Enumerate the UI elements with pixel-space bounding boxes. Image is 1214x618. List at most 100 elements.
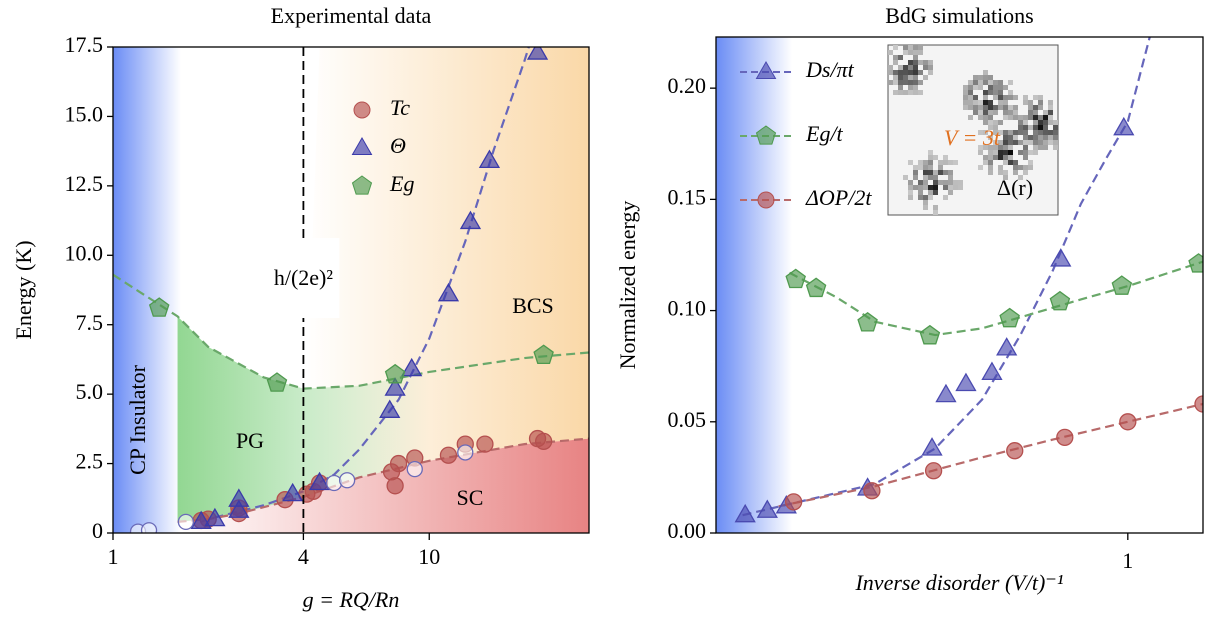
inset-pixel [918, 185, 923, 190]
inset-pixel [903, 65, 908, 70]
inset-pixel [993, 130, 998, 135]
plot-area [716, 37, 1203, 533]
inset-pixel [993, 110, 998, 115]
point [384, 377, 406, 396]
point [384, 363, 406, 384]
inset-pixel [918, 45, 923, 50]
inset-pixel [923, 65, 928, 70]
inset-pixel [928, 155, 933, 160]
inset-pixel [928, 60, 933, 65]
inset-pixel [1053, 125, 1058, 130]
inset-pixel [1003, 175, 1008, 180]
inset-pixel [893, 60, 898, 65]
inset-pixel [983, 120, 988, 125]
inset-pixel [1023, 125, 1028, 130]
inset-pixel [908, 50, 913, 55]
inset-pixel [983, 95, 988, 100]
inset-pixel [943, 180, 948, 185]
point [1049, 290, 1071, 311]
inset-pixel [913, 80, 918, 85]
inset-pixel [943, 160, 948, 165]
legend-label: Θ [390, 133, 406, 158]
fit-line [788, 260, 1203, 337]
point [924, 462, 943, 480]
inset-pixel [1043, 130, 1048, 135]
inset-pixel [1018, 140, 1023, 145]
point [204, 507, 226, 527]
inset-pixel [983, 160, 988, 165]
inset-pixel [1028, 115, 1033, 120]
point [1194, 395, 1203, 413]
inset-pixel [928, 165, 933, 170]
inset-pixel [973, 95, 978, 100]
inset-pixel [1028, 160, 1033, 165]
open-point [338, 472, 356, 489]
inset-pixel [1053, 145, 1058, 150]
inset-pixel [993, 140, 998, 145]
inset-pixel [903, 75, 908, 80]
inset-pixel [988, 120, 993, 125]
inset-pixel [928, 195, 933, 200]
y-tick-label: 0.05 [668, 407, 707, 432]
inset-pixel [958, 185, 963, 190]
inset-pixel [1003, 155, 1008, 160]
inset-pixel [988, 110, 993, 115]
inset-pixel [893, 55, 898, 60]
inset-pixel [918, 50, 923, 55]
inset-pixel [913, 75, 918, 80]
inset-pixel [908, 45, 913, 50]
inset-pixel [973, 105, 978, 110]
inset-pixel [918, 70, 923, 75]
point [996, 337, 1018, 356]
inset-pixel [923, 170, 928, 175]
inset-label: V = 3t [944, 125, 1001, 150]
point [478, 149, 501, 169]
inset-pixel [908, 80, 913, 85]
inset-pixel [1028, 165, 1033, 170]
inset-pixel [923, 160, 928, 165]
inset-pixel [908, 180, 913, 185]
inset-pixel [903, 70, 908, 75]
inset-pixel [898, 65, 903, 70]
inset-pixel [998, 150, 1003, 155]
inset-pixel [978, 80, 983, 85]
inset-pixel [993, 145, 998, 150]
inset-pixel [918, 165, 923, 170]
inset-pixel [938, 180, 943, 185]
inset-pixel [893, 70, 898, 75]
inset-pixel [993, 80, 998, 85]
inset-pixel [1003, 135, 1008, 140]
open-point [457, 444, 474, 461]
chart-title: BdG simulations [885, 3, 1034, 28]
inset-pixel [993, 150, 998, 155]
insulator-region [113, 47, 181, 533]
inset-pixel [1043, 120, 1048, 125]
point [863, 482, 881, 500]
y-tick-label: 0 [92, 518, 103, 543]
inset-heatmap [887, 44, 1059, 216]
y-tick-label: 0.20 [668, 73, 707, 98]
inset-pixel [988, 150, 993, 155]
legend-label: Eg [389, 171, 414, 196]
inset-pixel [978, 115, 983, 120]
inset-pixel [913, 55, 918, 60]
point [734, 503, 756, 523]
inset-pixel [908, 60, 913, 65]
inset-pixel [893, 80, 898, 85]
inset-pixel [903, 45, 908, 50]
inset-pixel [938, 170, 943, 175]
inset-pixel [928, 160, 933, 165]
inset-pixel [938, 165, 943, 170]
inset-pixel [988, 155, 993, 160]
inset-pixel [978, 85, 983, 90]
inset-pixel [948, 160, 953, 165]
inset-pixel [988, 80, 993, 85]
inset-pixel [913, 175, 918, 180]
inset-pixel [983, 90, 988, 95]
y-tick-label: 2.5 [76, 449, 104, 474]
legend-marker [351, 136, 373, 155]
point [785, 268, 806, 289]
inset-pixel [1053, 140, 1058, 145]
inset-pixel [1013, 95, 1018, 100]
open-point [177, 513, 195, 531]
